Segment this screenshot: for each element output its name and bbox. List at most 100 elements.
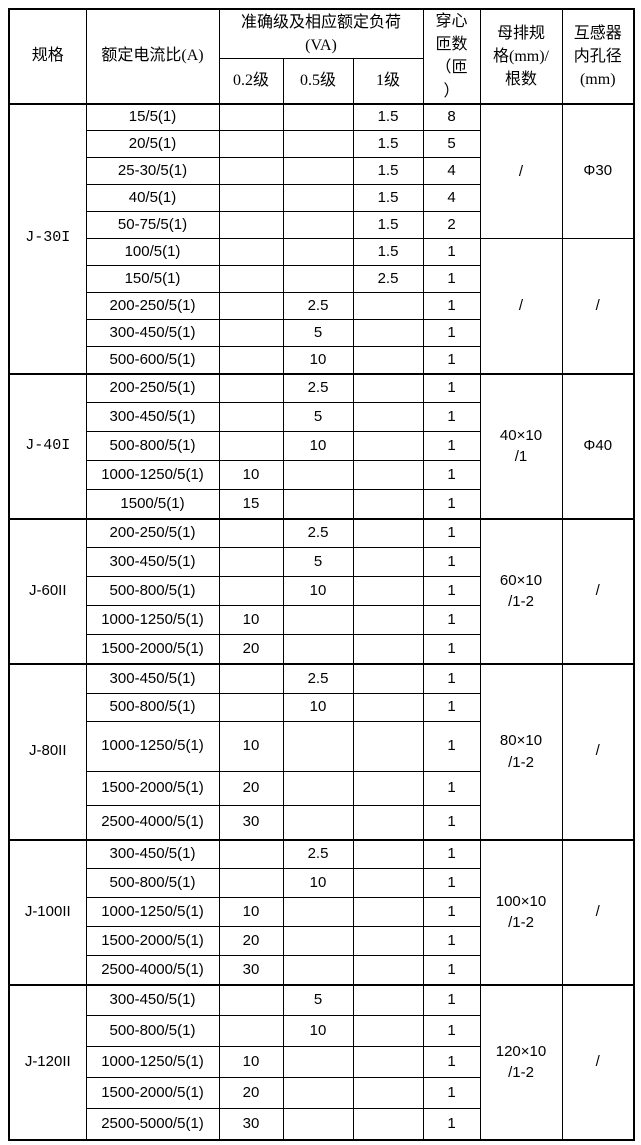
ratio-cell: 150/5(1) [85,265,220,294]
turns-cell: 1 [422,838,481,870]
class05-cell [282,805,354,841]
class05-cell: 10 [282,576,354,607]
header-accuracy-group: 准确级及相应额定负荷 (VA) [218,8,424,60]
class1-cell [352,1077,424,1110]
class02-cell: 10 [218,1046,284,1079]
ratio-cell: 500-800/5(1) [85,693,220,723]
ratio-cell: 2500-5000/5(1) [85,1108,220,1141]
header-bore: 互感器 内孔径 (mm) [561,8,635,105]
class02-cell [218,983,284,1017]
header-class-05: 0.5级 [282,58,354,105]
class05-cell [282,184,354,213]
class05-cell [282,238,354,267]
class02-cell [218,693,284,723]
turns-cell: 1 [422,547,481,578]
spec-cell: J-60II [8,517,87,665]
class1-cell [352,547,424,578]
ratio-cell: 1000-1250/5(1) [85,897,220,928]
turns-cell: 1 [422,897,481,928]
class05-cell: 10 [282,346,354,375]
turns-cell: 1 [422,662,481,695]
class1-cell [352,372,424,404]
turns-cell: 1 [422,489,481,520]
class05-cell: 5 [282,402,354,433]
class05-cell: 5 [282,547,354,578]
ratio-cell: 300-450/5(1) [85,662,220,695]
class05-cell [282,1077,354,1110]
class05-cell: 2.5 [282,292,354,321]
turns-cell: 1 [422,431,481,462]
turns-cell: 5 [422,130,481,159]
class05-cell [282,460,354,491]
class1-cell [352,983,424,1017]
class02-cell [218,868,284,899]
bore-cell: / [561,838,635,986]
ratio-cell: 500-800/5(1) [85,576,220,607]
turns-cell: 1 [422,926,481,957]
class1-cell: 1.5 [352,102,424,132]
class05-cell [282,771,354,807]
class05-cell [282,1108,354,1141]
ratio-cell: 15/5(1) [85,102,220,132]
header-turns: 穿心 匝数 （匝 ） [422,8,481,105]
class02-cell [218,662,284,695]
turns-cell: 1 [422,517,481,549]
busbar-cell: 80×10 /1-2 [479,662,563,841]
class05-cell: 5 [282,983,354,1017]
ratio-cell: 1500-2000/5(1) [85,926,220,957]
ratio-cell: 300-450/5(1) [85,838,220,870]
class1-cell [352,721,424,773]
spec-cell: J-120II [8,983,87,1141]
ratio-cell: 2500-4000/5(1) [85,955,220,986]
class02-cell: 30 [218,1108,284,1141]
class1-cell [352,662,424,695]
busbar-cell: 40×10 /1 [479,372,563,520]
turns-cell: 1 [422,372,481,404]
class1-cell [352,1046,424,1079]
ratio-cell: 1000-1250/5(1) [85,721,220,773]
class02-cell [218,576,284,607]
ratio-cell: 1000-1250/5(1) [85,1046,220,1079]
class1-cell [352,1015,424,1048]
bore-cell: / [561,238,635,375]
class05-cell [282,926,354,957]
class05-cell: 2.5 [282,517,354,549]
turns-cell: 1 [422,1015,481,1048]
class02-cell [218,211,284,240]
spec-cell: J-40I [8,372,87,520]
bore-cell: Φ30 [561,102,635,240]
transformer-spec-table: 规格 额定电流比(A) 准确级及相应额定负荷 (VA) 穿心 匝数 （匝 ） 母… [8,8,635,1141]
class1-cell [352,897,424,928]
class1-cell [352,517,424,549]
class02-cell: 20 [218,634,284,665]
ratio-cell: 500-600/5(1) [85,346,220,375]
class05-cell [282,489,354,520]
turns-cell: 1 [422,955,481,986]
turns-cell: 1 [422,346,481,375]
class02-cell: 10 [218,460,284,491]
class05-cell [282,157,354,186]
class05-cell [282,130,354,159]
class1-cell [352,292,424,321]
class02-cell [218,1015,284,1048]
class1-cell [352,431,424,462]
class05-cell [282,1046,354,1079]
turns-cell: 1 [422,721,481,773]
class05-cell: 5 [282,319,354,348]
class02-cell [218,346,284,375]
class02-cell [218,319,284,348]
class1-cell [352,460,424,491]
spec-cell: J-30I [8,102,87,375]
ratio-cell: 40/5(1) [85,184,220,213]
class02-cell [218,402,284,433]
class05-cell: 2.5 [282,372,354,404]
turns-cell: 8 [422,102,481,132]
class1-cell: 1.5 [352,157,424,186]
class02-cell [218,838,284,870]
turns-cell: 1 [422,605,481,636]
class05-cell [282,605,354,636]
busbar-cell: / [479,102,563,240]
class02-cell: 10 [218,605,284,636]
turns-cell: 2 [422,211,481,240]
class02-cell [218,102,284,132]
